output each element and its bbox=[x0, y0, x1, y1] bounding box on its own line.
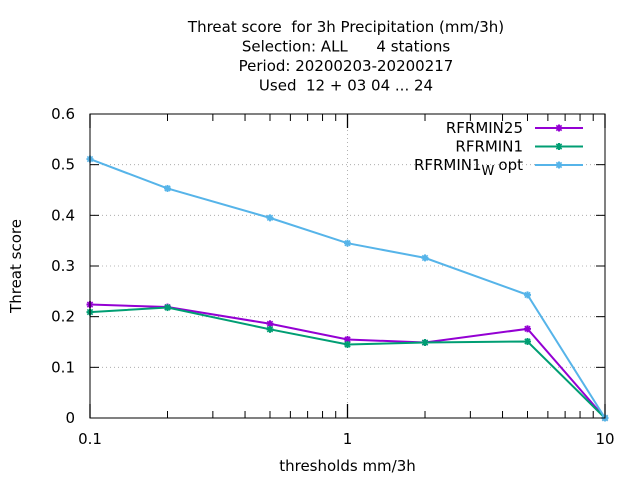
series-line bbox=[89, 303, 606, 419]
series-1 bbox=[86, 301, 609, 422]
x-tick-label: 10 bbox=[595, 430, 614, 448]
legend-label: RFRMIN1W opt bbox=[414, 156, 523, 179]
legend-item: RFRMIN1W opt bbox=[414, 156, 583, 179]
y-axis-label: Threat score bbox=[7, 219, 25, 314]
series-line bbox=[89, 158, 606, 419]
data-point bbox=[555, 161, 563, 169]
y-tick-label: 0.2 bbox=[51, 308, 75, 326]
x-axis-label: thresholds mm/3h bbox=[279, 457, 416, 475]
axis-ticks: 00.10.20.30.40.50.60.1 1 10 bbox=[51, 105, 614, 448]
plot-frame bbox=[89, 113, 606, 419]
chart-title: Threat score for 3h Precipitation (mm/3h… bbox=[187, 18, 504, 95]
grid bbox=[90, 114, 605, 418]
series-3 bbox=[86, 155, 609, 422]
data-point bbox=[164, 184, 172, 192]
y-tick-label: 0.6 bbox=[51, 105, 75, 123]
data-point bbox=[421, 339, 429, 347]
title-line: Selection: ALL 4 stations bbox=[242, 38, 450, 56]
y-tick-label: 0 bbox=[65, 409, 75, 427]
data-point bbox=[266, 214, 274, 222]
data-point bbox=[164, 304, 172, 312]
data-point bbox=[344, 341, 351, 349]
data-point bbox=[421, 254, 429, 262]
data-point bbox=[555, 143, 563, 150]
data-point bbox=[344, 239, 351, 247]
series-2 bbox=[86, 304, 609, 422]
legend-item: RFRMIN25 bbox=[446, 119, 583, 137]
data-point bbox=[266, 320, 274, 328]
title-line: Period: 20200203-20200217 bbox=[239, 57, 454, 75]
x-tick-label: 0.1 bbox=[78, 430, 102, 448]
y-tick-label: 0.5 bbox=[51, 156, 75, 174]
legend-label: RFRMIN25 bbox=[446, 119, 523, 137]
y-tick-label: 0.3 bbox=[51, 257, 75, 275]
x-tick-label: 1 bbox=[343, 430, 353, 448]
data-point bbox=[266, 325, 274, 333]
series-group bbox=[86, 155, 609, 422]
legend-label: RFRMIN1 bbox=[455, 138, 523, 156]
legend-item: RFRMIN1 bbox=[455, 138, 583, 156]
y-tick-label: 0.1 bbox=[51, 358, 75, 376]
y-tick-label: 0.4 bbox=[51, 206, 75, 224]
data-point bbox=[523, 325, 531, 333]
data-point bbox=[555, 124, 563, 132]
data-point bbox=[523, 337, 531, 345]
title-line: Threat score for 3h Precipitation (mm/3h… bbox=[187, 18, 504, 36]
title-line: Used 12 + 03 04 ... 24 bbox=[259, 77, 433, 95]
data-point bbox=[523, 291, 531, 299]
